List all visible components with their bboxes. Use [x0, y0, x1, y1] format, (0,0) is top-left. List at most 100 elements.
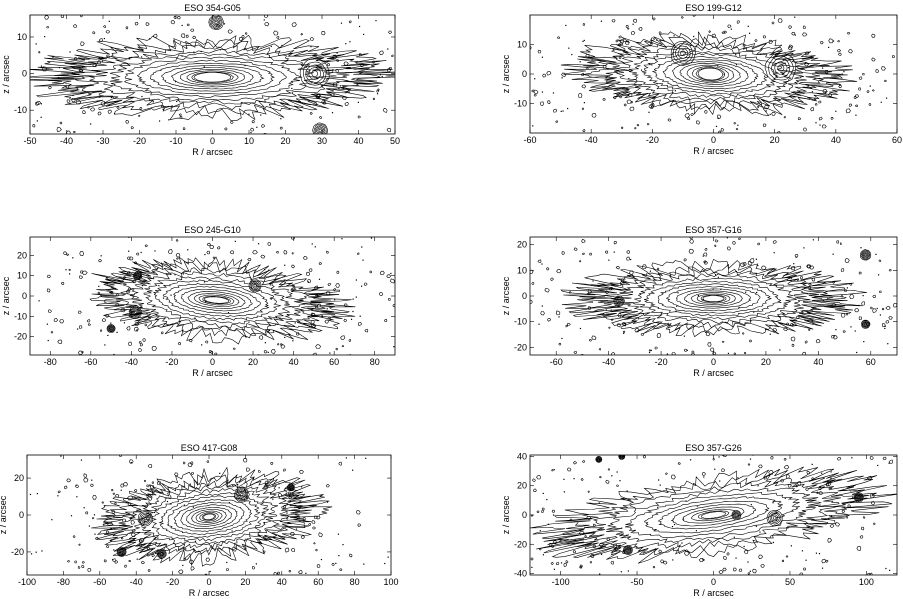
- noise-dot: [94, 533, 96, 535]
- noise-contour: [80, 41, 85, 47]
- x-tick-label: -50: [631, 577, 644, 587]
- noise-contour: [551, 509, 556, 513]
- noise-dot: [70, 515, 73, 517]
- noise-dot: [794, 16, 796, 18]
- noise-contour: [530, 328, 531, 330]
- contour-level: [204, 296, 230, 304]
- contour-level: [600, 268, 825, 329]
- noise-dot: [757, 485, 759, 487]
- noise-contour: [120, 307, 126, 313]
- star-contour: [860, 249, 872, 261]
- noise-dot: [113, 353, 115, 355]
- noise-contour: [182, 461, 186, 465]
- x-tick-label: -20: [165, 357, 178, 367]
- contour-level: [199, 512, 219, 522]
- noise-contour: [605, 76, 608, 79]
- noise-dot: [749, 458, 752, 460]
- noise-contour: [563, 563, 567, 567]
- knot-contour: [677, 48, 689, 59]
- noise-contour: [299, 469, 304, 474]
- noise-contour: [185, 34, 189, 38]
- noise-contour: [681, 150, 683, 152]
- noise-contour: [844, 258, 850, 263]
- noise-dot: [879, 314, 882, 316]
- noise-contour: [147, 569, 151, 572]
- noise-dot: [308, 325, 311, 327]
- noise-contour: [636, 124, 640, 127]
- noise-contour: [103, 559, 107, 563]
- noise-contour: [78, 275, 83, 279]
- knot-contour: [615, 297, 623, 305]
- contour-level: [530, 466, 897, 564]
- noise-contour: [308, 523, 312, 526]
- star-contour: [131, 308, 139, 316]
- noise-contour: [127, 495, 133, 501]
- noise-contour: [610, 286, 614, 290]
- noise-dot: [76, 496, 78, 498]
- noise-contour: [276, 571, 281, 575]
- noise-contour: [598, 583, 603, 586]
- noise-contour: [541, 507, 545, 511]
- noise-dot: [862, 295, 864, 297]
- noise-contour: [735, 128, 739, 131]
- noise-contour: [772, 328, 778, 333]
- noise-contour: [261, 588, 263, 590]
- noise-dot: [141, 284, 144, 287]
- star-contour: [158, 551, 165, 557]
- noise-contour: [77, 350, 84, 355]
- noise-contour: [757, 242, 761, 246]
- noise-dot: [542, 492, 544, 495]
- noise-dot: [811, 91, 814, 93]
- noise-contour: [732, 567, 737, 572]
- noise-contour: [783, 357, 787, 360]
- noise-contour: [747, 6, 751, 10]
- noise-contour: [794, 254, 799, 258]
- noise-contour: [722, 555, 727, 560]
- noise-dot: [779, 349, 781, 351]
- noise-contour: [833, 335, 838, 340]
- noise-contour: [492, 527, 493, 528]
- noise-contour: [97, 111, 102, 116]
- noise-dot: [339, 85, 342, 87]
- noise-contour: [75, 484, 79, 489]
- noise-contour: [34, 101, 40, 106]
- noise-dot: [179, 42, 182, 44]
- noise-dot: [856, 351, 858, 354]
- noise-dot: [38, 300, 40, 302]
- star-contour: [318, 128, 322, 132]
- noise-contour: [606, 537, 610, 541]
- noise-contour: [335, 347, 338, 351]
- x-tick-label: -10: [169, 136, 182, 146]
- noise-contour: [589, 252, 593, 256]
- noise-contour: [658, 447, 661, 450]
- noise-contour: [363, 282, 368, 286]
- x-tick-label: 40: [289, 357, 299, 367]
- noise-dot: [552, 92, 555, 94]
- noise-contour: [358, 53, 362, 57]
- contour-level: [186, 506, 232, 527]
- noise-dot: [750, 504, 752, 506]
- noise-contour: [665, 472, 668, 475]
- noise-contour: [829, 523, 835, 528]
- noise-dot: [110, 96, 113, 99]
- noise-contour: [639, 140, 642, 142]
- x-tick-label: -20: [166, 577, 179, 587]
- noise-contour: [78, 310, 82, 314]
- noise-contour: [772, 577, 774, 580]
- noise-dot: [800, 76, 802, 78]
- noise-dot: [835, 110, 837, 112]
- noise-contour: [736, 20, 740, 24]
- noise-dot: [690, 44, 692, 47]
- noise-contour: [112, 492, 115, 495]
- noise-dot: [185, 548, 187, 550]
- knot-contour: [768, 511, 782, 525]
- noise-dot: [244, 64, 246, 67]
- noise-dot: [790, 277, 793, 279]
- noise-dot: [170, 294, 172, 296]
- noise-contour: [814, 103, 818, 106]
- noise-dot: [310, 46, 312, 48]
- noise-contour: [628, 9, 630, 11]
- noise-dot: [256, 126, 258, 128]
- noise-contour: [770, 456, 774, 460]
